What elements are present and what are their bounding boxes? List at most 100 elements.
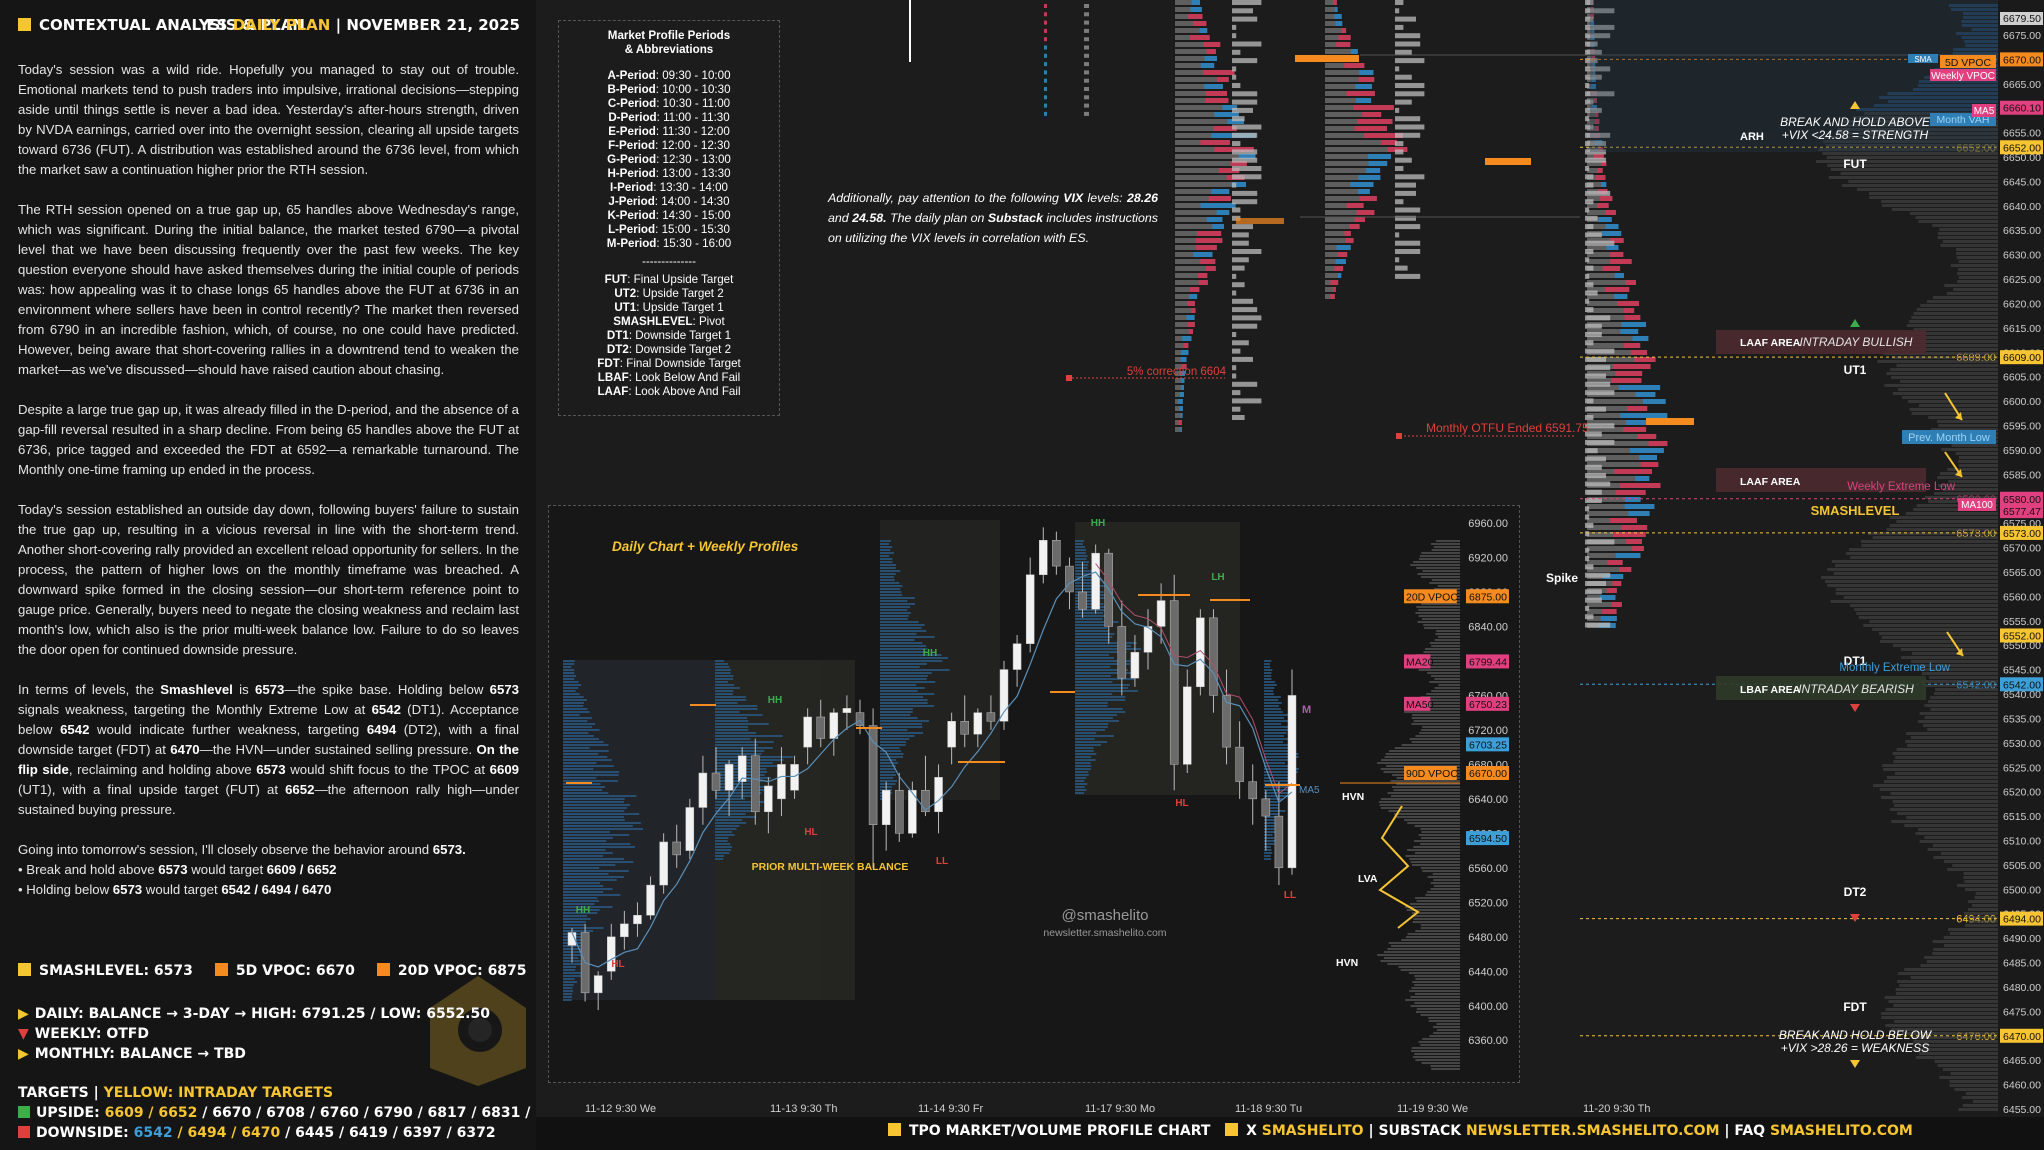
inset-profile-bar	[715, 681, 728, 683]
tpo-letters	[1232, 99, 1258, 105]
inset-volume-bar	[1427, 891, 1460, 893]
tpo-letters	[1585, 323, 1602, 329]
volume-profile-bar	[1933, 492, 1998, 495]
inset-profile-bar	[715, 759, 784, 761]
inset-profile-bar	[1264, 837, 1275, 839]
inset-profile-bar	[563, 951, 587, 953]
panel-header: CONTEXTUAL ANALYSIS & PLAN ES DAILY PLAN…	[18, 16, 520, 38]
green-square-icon	[18, 1106, 30, 1118]
inset-profile-bar	[715, 801, 767, 803]
inset-profile-bar	[880, 618, 908, 620]
volume-profile-bar	[1962, 1104, 1998, 1107]
volume-profile-bar	[1861, 544, 1998, 547]
tpo-letters	[1232, 224, 1253, 230]
volume-profile-bar	[1918, 720, 1998, 723]
inset-volume-bar	[1414, 825, 1460, 827]
break-above-label: BREAK AND HOLD ABOVE	[1780, 115, 1931, 129]
date-axis-label: 11-18 9:30 Tu	[1235, 1103, 1302, 1115]
break-below-label: +VIX >28.26 = WEAKNESS	[1781, 1041, 1929, 1055]
inset-volume-bar	[1384, 756, 1460, 758]
price-tick-label: 6600.00	[2003, 396, 2041, 408]
tpo-letters	[1585, 74, 1602, 80]
inset-volume-bar	[1416, 567, 1460, 569]
text: FAQ	[1734, 1123, 1766, 1139]
tpo-letters	[1585, 215, 1598, 221]
tpo-profile-bar-delta	[1624, 504, 1655, 509]
candle-body	[1025, 574, 1035, 644]
tpo-letters	[1232, 83, 1241, 88]
text: 6573	[489, 682, 520, 697]
volume-profile-bar	[1881, 200, 1998, 203]
inset-profile-bar	[1075, 717, 1113, 719]
tpo-letters	[1395, 240, 1421, 246]
vpoc-tag	[1940, 55, 1996, 68]
tpo-letters	[1585, 398, 1594, 404]
tpo-profile-bar-delta	[1632, 546, 1644, 551]
tpo-profile-bar	[1175, 182, 1247, 187]
tpo-profile-bar-delta	[1346, 203, 1364, 208]
inset-profile-bar	[715, 855, 725, 857]
volume-profile-bar	[1961, 36, 1998, 39]
tpo-profile-bar-delta	[1350, 182, 1374, 187]
inset-volume-bar	[1409, 903, 1460, 905]
inset-volume-bar	[1410, 996, 1460, 998]
abbreviations-box: Market Profile Periods & Abbreviations A…	[558, 20, 780, 416]
inset-profile-bar	[880, 663, 927, 665]
inset-volume-bar	[1415, 1059, 1460, 1061]
tpo-letters	[1232, 124, 1262, 130]
swing-label: LL	[1284, 890, 1296, 901]
price-tick-label: 6665.00	[2003, 79, 2041, 91]
volume-profile-bar	[1961, 20, 1998, 23]
tpo-profile-bar	[1587, 196, 1613, 201]
tpo-letters	[1084, 78, 1089, 83]
volume-profile-bar	[1910, 736, 1998, 739]
inset-profile-bar	[1075, 720, 1120, 722]
volume-profile-bar	[1835, 564, 1998, 567]
inset-profile-bar	[1075, 573, 1089, 575]
inset-profile-bar	[715, 663, 728, 665]
volume-profile-bar	[1920, 304, 1998, 307]
volume-profile-bar	[1915, 832, 1998, 835]
inset-profile-bar	[1264, 720, 1289, 722]
inset-profile-bar	[1075, 666, 1111, 668]
triangle-down-icon	[1850, 914, 1860, 922]
tpo-profile-bar-delta	[1635, 392, 1656, 397]
tpo-letters	[1232, 49, 1241, 55]
price-tag-label: 6542.00	[2003, 679, 2041, 691]
inset-profile-bar	[1075, 753, 1097, 755]
inset-profile-bar	[715, 699, 747, 701]
tpo-letters	[1585, 16, 1594, 22]
tpo-letters	[1585, 107, 1602, 113]
volume-profile-bar	[1872, 536, 1998, 539]
inset-profile-bar	[880, 573, 896, 575]
text: (UT1), with a final upside target (FUT) …	[18, 782, 286, 797]
tpo-profile-bar-delta	[1629, 448, 1664, 453]
inset-profile-bar	[1075, 741, 1108, 743]
tpo-profile-bar-delta	[1592, 63, 1596, 68]
laaf-label: LAAF AREA	[1740, 476, 1801, 488]
inset-volume-bar	[1429, 1035, 1460, 1037]
inset-profile-bar	[880, 588, 901, 590]
inset-volume-bar	[1428, 1020, 1460, 1022]
volume-profile-bar	[1880, 796, 1998, 799]
m-label: M	[1302, 704, 1311, 716]
volume-profile-bar	[1949, 932, 1998, 935]
targets-downside: DOWNSIDE: 6542 / 6494 / 6470 / 6445 / 64…	[18, 1123, 574, 1143]
tpo-profile-bar	[1325, 287, 1336, 292]
volume-profile-bar	[1954, 1088, 1998, 1091]
tpo-profile-bar-delta	[1623, 308, 1635, 313]
inset-profile-bar	[1264, 762, 1286, 764]
tpo-letters	[1084, 53, 1089, 58]
tpo-profile-bar	[1587, 238, 1624, 243]
inset-profile-bar	[880, 666, 920, 668]
volume-profile-bar	[1962, 1096, 1998, 1099]
inset-profile-bar	[563, 873, 609, 875]
inset-volume-bar	[1415, 1011, 1460, 1013]
inset-profile-bar	[563, 870, 629, 872]
otfu-label: Monthly OTFU Ended 6591.75	[1426, 421, 1589, 435]
tpo-profile-bar-delta	[1349, 224, 1360, 229]
inset-profile-bar	[1264, 705, 1279, 707]
tpo-letters	[1585, 132, 1611, 138]
tpo-letters	[1585, 514, 1590, 520]
inset-volume-bar	[1437, 585, 1460, 587]
